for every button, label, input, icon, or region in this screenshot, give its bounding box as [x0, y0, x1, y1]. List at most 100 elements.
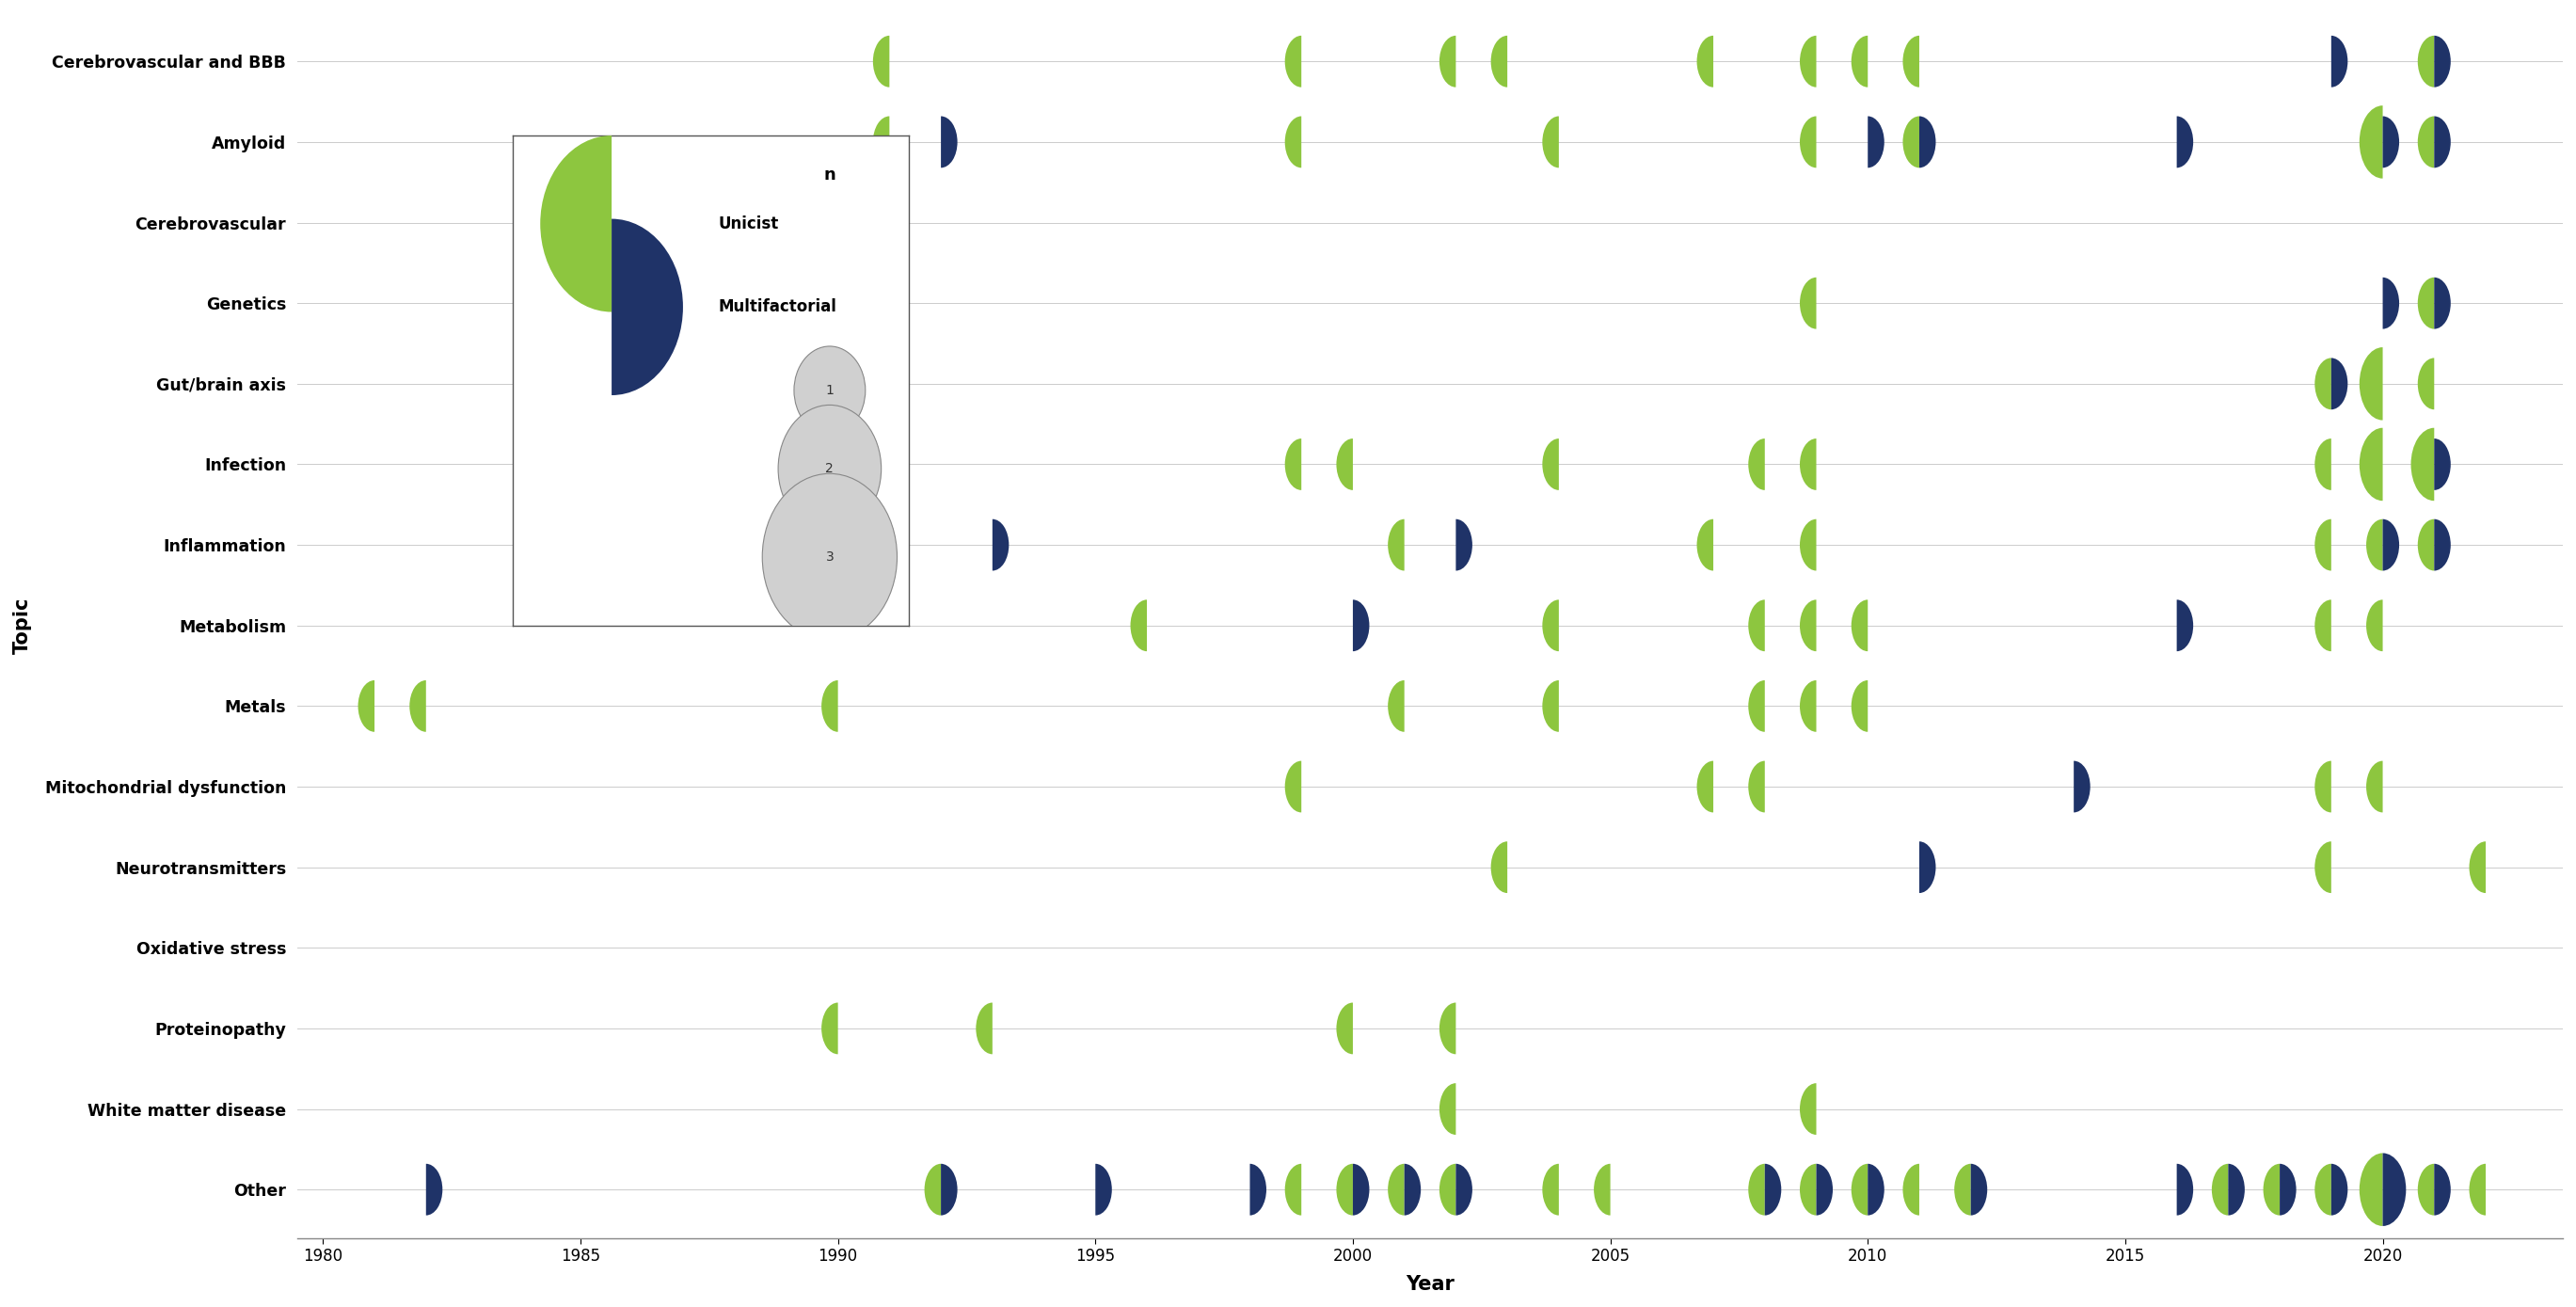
Wedge shape [1852, 35, 1868, 88]
Wedge shape [2367, 519, 2383, 571]
Wedge shape [2434, 277, 2450, 329]
Wedge shape [1698, 519, 1713, 571]
Wedge shape [425, 1163, 443, 1216]
Wedge shape [1852, 1163, 1868, 1216]
Wedge shape [2316, 600, 2331, 651]
Wedge shape [992, 519, 1010, 571]
Wedge shape [822, 680, 837, 732]
Wedge shape [1749, 1163, 1765, 1216]
Wedge shape [1749, 680, 1765, 732]
Wedge shape [2434, 439, 2450, 490]
Wedge shape [1285, 35, 1301, 88]
Wedge shape [1904, 116, 1919, 167]
Wedge shape [1492, 35, 1507, 88]
Wedge shape [1455, 1163, 1473, 1216]
Wedge shape [1801, 439, 1816, 490]
Wedge shape [1801, 680, 1816, 732]
Wedge shape [925, 1163, 940, 1216]
Wedge shape [1801, 519, 1816, 571]
Wedge shape [1404, 1163, 1422, 1216]
Wedge shape [2316, 842, 2331, 893]
Wedge shape [1285, 1163, 1301, 1216]
Wedge shape [1801, 116, 1816, 167]
Wedge shape [1337, 1002, 1352, 1055]
Wedge shape [822, 1002, 837, 1055]
Wedge shape [1337, 439, 1352, 490]
Wedge shape [1285, 439, 1301, 490]
Wedge shape [2383, 519, 2398, 571]
Wedge shape [1095, 1163, 1113, 1216]
X-axis label: Year: Year [1406, 1276, 1455, 1294]
Wedge shape [2177, 1163, 2192, 1216]
Wedge shape [1543, 439, 1558, 490]
Wedge shape [1285, 761, 1301, 813]
Wedge shape [1440, 1002, 1455, 1055]
Wedge shape [2213, 1163, 2228, 1216]
Wedge shape [1352, 1163, 1370, 1216]
Wedge shape [2177, 600, 2192, 651]
Wedge shape [940, 116, 958, 167]
Wedge shape [1852, 600, 1868, 651]
Wedge shape [2360, 348, 2383, 421]
Wedge shape [410, 680, 425, 732]
Wedge shape [2470, 1163, 2486, 1216]
Wedge shape [1698, 35, 1713, 88]
Wedge shape [734, 519, 752, 571]
Wedge shape [2434, 1163, 2450, 1216]
Wedge shape [1388, 1163, 1404, 1216]
Wedge shape [940, 1163, 958, 1216]
Wedge shape [1801, 1084, 1816, 1134]
Wedge shape [2280, 1163, 2295, 1216]
Wedge shape [1543, 680, 1558, 732]
Wedge shape [2383, 1153, 2406, 1226]
Wedge shape [2419, 35, 2434, 88]
Wedge shape [2470, 842, 2486, 893]
Wedge shape [2367, 761, 2383, 813]
Wedge shape [1543, 116, 1558, 167]
Wedge shape [2316, 519, 2331, 571]
Wedge shape [2360, 427, 2383, 501]
Wedge shape [1543, 600, 1558, 651]
Wedge shape [1801, 277, 1816, 329]
Wedge shape [1440, 1163, 1455, 1216]
Y-axis label: Topic: Topic [13, 597, 31, 654]
Wedge shape [2316, 358, 2331, 409]
Wedge shape [873, 116, 889, 167]
Wedge shape [1492, 842, 1507, 893]
Wedge shape [2419, 1163, 2434, 1216]
Wedge shape [1440, 35, 1455, 88]
Wedge shape [1919, 116, 1935, 167]
Wedge shape [1816, 1163, 1832, 1216]
Wedge shape [1801, 1163, 1816, 1216]
Wedge shape [1904, 1163, 1919, 1216]
Wedge shape [1868, 116, 1883, 167]
Wedge shape [2434, 116, 2450, 167]
Wedge shape [2228, 1163, 2244, 1216]
Wedge shape [976, 1002, 992, 1055]
Wedge shape [2316, 1163, 2331, 1216]
Wedge shape [1388, 680, 1404, 732]
Wedge shape [1919, 842, 1935, 893]
Wedge shape [1249, 1163, 1267, 1216]
Wedge shape [2331, 35, 2347, 88]
Wedge shape [2360, 106, 2383, 179]
Wedge shape [2316, 439, 2331, 490]
Wedge shape [2331, 1163, 2347, 1216]
Wedge shape [1131, 600, 1146, 651]
Wedge shape [2360, 1153, 2383, 1226]
Wedge shape [2316, 761, 2331, 813]
Wedge shape [2411, 427, 2434, 501]
Wedge shape [1749, 439, 1765, 490]
Wedge shape [1801, 35, 1816, 88]
Wedge shape [1852, 680, 1868, 732]
Wedge shape [1285, 116, 1301, 167]
Wedge shape [2383, 116, 2398, 167]
Wedge shape [1440, 1084, 1455, 1134]
Wedge shape [1971, 1163, 1986, 1216]
Wedge shape [2419, 519, 2434, 571]
Wedge shape [1904, 35, 1919, 88]
Wedge shape [2177, 116, 2192, 167]
Wedge shape [1801, 600, 1816, 651]
Wedge shape [1765, 1163, 1780, 1216]
Wedge shape [1868, 1163, 1883, 1216]
